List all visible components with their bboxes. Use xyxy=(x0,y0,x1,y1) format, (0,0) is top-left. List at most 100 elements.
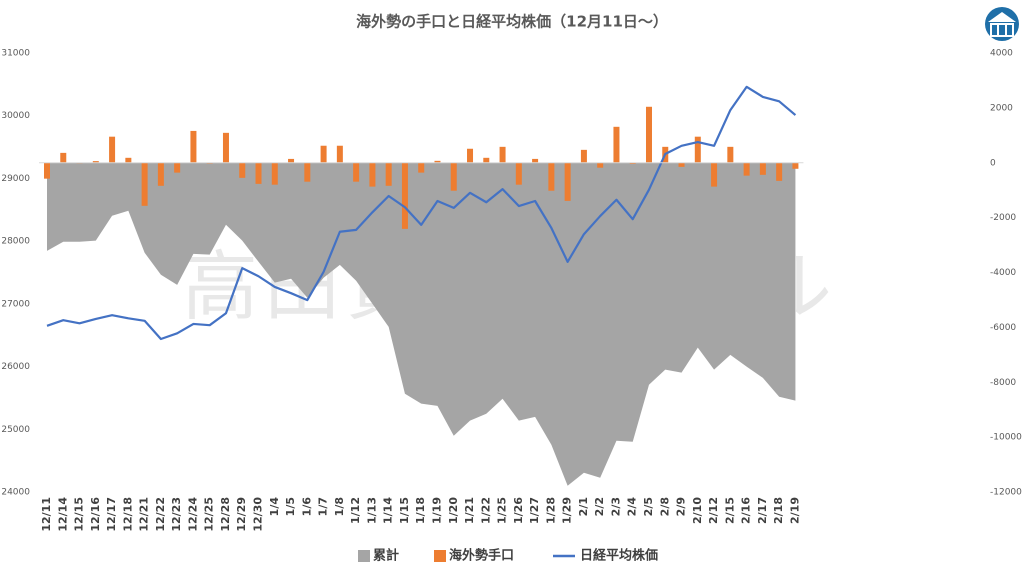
line xyxy=(46,85,797,341)
x-tick-label: 12/16 xyxy=(89,497,102,532)
bar xyxy=(174,162,181,173)
bar xyxy=(792,162,799,169)
x-tick-label: 1/8 xyxy=(333,497,346,516)
bar xyxy=(125,157,132,163)
bar xyxy=(369,162,376,187)
y2-tick-label: 2000 xyxy=(990,103,1013,113)
x-tick-label: 12/22 xyxy=(154,497,167,532)
x-tick-label: 1/14 xyxy=(382,497,395,524)
x-tick-label: 1/26 xyxy=(512,497,525,524)
bar xyxy=(548,162,555,191)
logo xyxy=(985,7,1019,41)
x-tick-label: 1/22 xyxy=(479,497,492,524)
bar xyxy=(629,162,636,164)
legend-swatch xyxy=(434,550,446,562)
x-tick-label: 12/21 xyxy=(138,497,151,532)
x-tick-label: 12/18 xyxy=(121,497,134,532)
legend-label: 海外勢手口 xyxy=(449,548,514,564)
x-tick-label: 12/15 xyxy=(73,497,86,532)
y2-tick-label: 0 xyxy=(990,158,996,168)
x-tick-label: 1/12 xyxy=(349,497,362,524)
x-tick-label: 1/25 xyxy=(496,497,509,524)
y2-tick-label: -2000 xyxy=(990,213,1016,223)
bar xyxy=(483,157,490,163)
bar xyxy=(401,162,408,229)
y-tick-label: 28000 xyxy=(1,237,30,247)
x-tick-label: 1/13 xyxy=(365,497,378,524)
bar xyxy=(613,126,620,163)
bar xyxy=(239,162,246,178)
x-tick-label: 12/14 xyxy=(56,497,69,532)
bar xyxy=(418,162,425,173)
x-tick-label: 1/21 xyxy=(463,497,476,524)
bar xyxy=(353,162,360,182)
bar xyxy=(157,162,164,186)
bar xyxy=(304,162,311,182)
x-tick-label: 2/19 xyxy=(788,497,801,524)
bar xyxy=(336,145,343,163)
bar xyxy=(271,162,278,185)
x-tick-label: 1/7 xyxy=(317,497,330,516)
x-tick-label: 1/27 xyxy=(528,497,541,524)
bar xyxy=(515,162,522,185)
x-tick-label: 1/28 xyxy=(544,497,557,524)
y2-tick-label: -4000 xyxy=(990,268,1016,278)
bar xyxy=(141,162,148,206)
x-tick-label: 1/4 xyxy=(268,497,281,517)
x-tick-label: 12/30 xyxy=(252,497,265,532)
y-tick-label: 29000 xyxy=(1,174,30,184)
bar xyxy=(320,145,327,163)
bar xyxy=(288,158,295,163)
x-tick-label: 2/16 xyxy=(740,497,753,524)
x-tick-label: 2/12 xyxy=(707,497,720,524)
x-tick-label: 1/6 xyxy=(300,497,313,517)
bar xyxy=(60,152,67,163)
bar xyxy=(597,162,604,168)
bar xyxy=(385,162,392,186)
bar xyxy=(222,132,229,163)
x-tick-label: 2/10 xyxy=(691,497,704,524)
x-tick-label: 2/9 xyxy=(675,497,688,516)
x-tick-label: 2/15 xyxy=(723,497,736,524)
y2-tick-label: -6000 xyxy=(990,323,1016,333)
bar xyxy=(109,136,116,163)
x-tick-label: 1/20 xyxy=(447,497,460,524)
bar xyxy=(44,162,50,179)
legend-label: 日経平均株価 xyxy=(580,548,658,564)
x-tick-label: 1/19 xyxy=(430,497,443,524)
bar xyxy=(743,162,750,176)
x-tick-label: 2/5 xyxy=(642,497,655,516)
bar xyxy=(190,130,197,163)
bar xyxy=(645,106,652,163)
y-tick-label: 30000 xyxy=(1,111,30,121)
bar xyxy=(678,162,685,167)
y2-tick-label: 4000 xyxy=(990,49,1013,59)
x-tick-label: 2/2 xyxy=(593,497,606,516)
y-tick-label: 25000 xyxy=(1,425,30,435)
x-tick-label: 2/4 xyxy=(626,497,639,517)
x-tick-label: 1/15 xyxy=(398,497,411,524)
x-tick-label: 2/1 xyxy=(577,497,590,516)
x-tick-label: 1/18 xyxy=(414,497,427,524)
bar xyxy=(434,160,441,163)
x-tick-label: 12/25 xyxy=(203,497,216,532)
y-tick-label: 27000 xyxy=(1,299,30,309)
chart-title: 海外勢の手口と日経平均株価（12月11日～） xyxy=(356,13,668,31)
legend-swatch xyxy=(358,550,370,562)
bar xyxy=(694,136,701,163)
x-tick-label: 12/17 xyxy=(105,497,118,532)
bar xyxy=(711,162,718,187)
bar xyxy=(450,162,457,191)
x-tick-label: 12/11 xyxy=(40,497,53,532)
x-tick-label: 12/29 xyxy=(235,497,248,532)
bar xyxy=(759,162,766,175)
y2-tick-label: -10000 xyxy=(990,433,1022,443)
legend-label: 累計 xyxy=(373,548,399,564)
y2-tick-label: -12000 xyxy=(990,488,1022,498)
bar xyxy=(255,162,262,184)
x-tick-label: 12/23 xyxy=(170,497,183,532)
bar xyxy=(467,148,474,163)
bar xyxy=(564,162,571,201)
x-tick-label: 12/24 xyxy=(186,497,199,532)
bar xyxy=(499,146,506,163)
